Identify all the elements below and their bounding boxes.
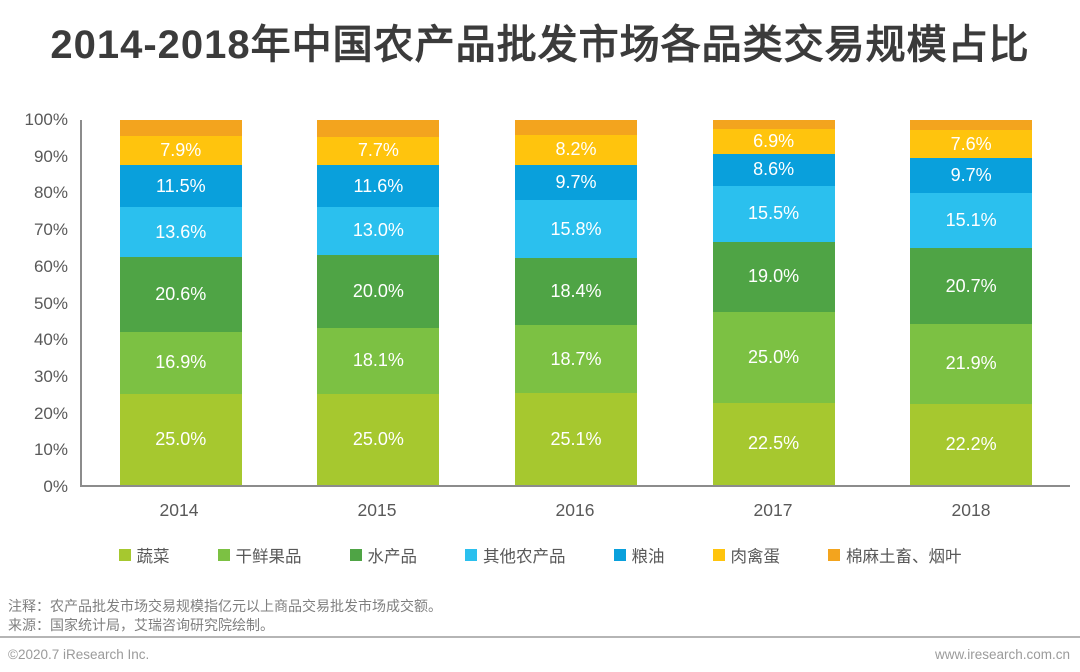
footer-divider bbox=[0, 636, 1080, 638]
legend-item-蔬菜: 蔬菜 bbox=[118, 543, 170, 567]
x-tick-label-2018: 2018 bbox=[951, 500, 991, 520]
legend: 蔬菜 干鲜果品 水产品 其他农产品 粮油 肉禽蛋 棉麻土畜、烟叶 bbox=[0, 543, 1080, 567]
legend-label: 蔬菜 bbox=[136, 548, 170, 566]
y-tick-label: 40% bbox=[33, 330, 68, 350]
x-tick-label-2015: 2015 bbox=[357, 500, 397, 520]
bar-segment-棉麻土畜、烟叶 bbox=[712, 120, 835, 130]
legend-swatch-icon bbox=[828, 549, 840, 561]
y-tick-label: 70% bbox=[33, 220, 68, 240]
bar-segment-棉麻土畜、烟叶 bbox=[317, 120, 440, 137]
bar-segment-蔬菜: 22.2% bbox=[910, 403, 1033, 485]
bar-segment-蔬菜: 25.1% bbox=[514, 393, 637, 485]
y-axis: 0% 10% 20% 30% 40% 50% 60% 70% 80% 90% 100% bbox=[0, 110, 74, 496]
bar-group-2016: 8.2% 9.7% 15.8% 18.4% 18.7% 25.1% bbox=[477, 120, 675, 485]
bar-group-2018: 7.6% 9.7% 15.1% 20.7% 21.9% 22.2% bbox=[872, 120, 1070, 485]
stacked-bar-2018: 7.6% 9.7% 15.1% 20.7% 21.9% 22.2% bbox=[910, 120, 1033, 485]
bar-segment-棉麻土畜、烟叶 bbox=[514, 120, 637, 135]
legend-swatch-icon bbox=[217, 549, 230, 561]
legend-label: 肉禽蛋 bbox=[730, 548, 781, 566]
legend-label: 其他农产品 bbox=[483, 548, 566, 566]
bar-segment-粮油: 9.7% bbox=[514, 164, 637, 201]
legend-swatch-icon bbox=[712, 549, 725, 561]
x-axis-labels: 2014 2015 2016 2017 2018 bbox=[80, 500, 1070, 521]
legend-swatch-icon bbox=[465, 549, 477, 561]
bar-segment-其他农产品: 15.5% bbox=[712, 185, 835, 243]
footnote-definition: 注释：农产品批发市场交易规模指亿元以上商品交易批发市场成交额。 bbox=[8, 598, 442, 614]
y-tick-label: 0% bbox=[43, 477, 68, 496]
bar-segment-肉禽蛋: 6.9% bbox=[712, 129, 835, 155]
legend-label: 棉麻土畜、烟叶 bbox=[846, 548, 962, 566]
legend-item-肉禽蛋: 肉禽蛋 bbox=[712, 543, 781, 567]
bar-segment-肉禽蛋: 8.2% bbox=[514, 134, 637, 165]
legend-swatch-icon bbox=[349, 549, 362, 561]
x-tick-label-2014: 2014 bbox=[159, 500, 199, 520]
bar-segment-肉禽蛋: 7.9% bbox=[119, 136, 242, 166]
footnote-source: 来源：国家统计局，艾瑞咨询研究院绘制。 bbox=[8, 617, 274, 633]
legend-item-棉麻土畜、烟叶: 棉麻土畜、烟叶 bbox=[828, 543, 962, 567]
bar-segment-其他农产品: 13.0% bbox=[317, 207, 440, 255]
footnotes: 注释：农产品批发市场交易规模指亿元以上商品交易批发市场成交额。 来源：国家统计局… bbox=[8, 597, 442, 635]
bar-segment-粮油: 9.7% bbox=[910, 157, 1033, 194]
bar-segment-蔬菜: 25.0% bbox=[119, 393, 242, 485]
y-tick-label: 10% bbox=[33, 440, 68, 460]
bar-group-2017: 6.9% 8.6% 15.5% 19.0% 25.0% 22.5% bbox=[675, 120, 873, 485]
bar-segment-粮油: 11.5% bbox=[119, 165, 242, 208]
bar-segment-其他农产品: 13.6% bbox=[119, 207, 242, 257]
bar-segment-蔬菜: 25.0% bbox=[317, 393, 440, 485]
stacked-bar-2017: 6.9% 8.6% 15.5% 19.0% 25.0% 22.5% bbox=[712, 120, 835, 485]
bar-segment-水产品: 18.4% bbox=[514, 257, 637, 326]
plot-area: 7.9% 11.5% 13.6% 20.6% 16.9% 25.0% 7.7% 11.6% 13… bbox=[80, 120, 1070, 487]
y-tick-label: 90% bbox=[33, 146, 68, 166]
bar-segment-蔬菜: 22.5% bbox=[712, 402, 835, 485]
bar-segment-粮油: 11.6% bbox=[317, 164, 440, 208]
bar-segment-水产品: 20.6% bbox=[119, 256, 242, 333]
bar-segment-干鲜果品: 21.9% bbox=[910, 324, 1033, 404]
bar-segment-粮油: 8.6% bbox=[712, 154, 835, 186]
bar-segment-肉禽蛋: 7.7% bbox=[317, 136, 440, 165]
footer-bar: ©2020.7 iResearch Inc. www.iresearch.com… bbox=[0, 645, 1080, 669]
y-tick-label: 60% bbox=[33, 256, 68, 276]
legend-label: 粮油 bbox=[631, 548, 665, 566]
legend-item-水产品: 水产品 bbox=[349, 543, 418, 567]
bar-segment-干鲜果品: 18.7% bbox=[514, 325, 637, 394]
x-tick-label-2017: 2017 bbox=[753, 500, 793, 520]
y-tick-label: 30% bbox=[33, 366, 68, 386]
bar-segment-棉麻土畜、烟叶 bbox=[119, 120, 242, 137]
y-tick-label: 20% bbox=[33, 403, 68, 423]
legend-item-干鲜果品: 干鲜果品 bbox=[217, 543, 302, 567]
legend-swatch-icon bbox=[118, 549, 131, 561]
bar-segment-干鲜果品: 16.9% bbox=[119, 332, 242, 394]
legend-item-粮油: 粮油 bbox=[613, 543, 665, 567]
bar-segment-肉禽蛋: 7.6% bbox=[910, 130, 1033, 158]
y-tick-label: 50% bbox=[33, 293, 68, 313]
bar-segment-水产品: 19.0% bbox=[712, 242, 835, 312]
legend-label: 干鲜果品 bbox=[235, 548, 302, 566]
legend-swatch-icon bbox=[613, 549, 626, 561]
bar-segment-水产品: 20.0% bbox=[317, 254, 440, 328]
bar-segment-其他农产品: 15.1% bbox=[910, 193, 1033, 249]
legend-label: 水产品 bbox=[367, 548, 418, 566]
bar-group-2015: 7.7% 11.6% 13.0% 20.0% 18.1% 25.0% bbox=[280, 120, 478, 485]
x-tick-label-2016: 2016 bbox=[555, 500, 595, 520]
bar-segment-其他农产品: 15.8% bbox=[514, 200, 637, 258]
stacked-bar-2016: 8.2% 9.7% 15.8% 18.4% 18.7% 25.1% bbox=[514, 120, 637, 485]
copyright-text: ©2020.7 iResearch Inc. bbox=[8, 647, 150, 662]
y-tick-label: 100% bbox=[24, 110, 68, 129]
bar-segment-干鲜果品: 18.1% bbox=[317, 327, 440, 394]
bar-segment-棉麻土畜、烟叶 bbox=[910, 120, 1033, 131]
bar-segment-水产品: 20.7% bbox=[910, 248, 1033, 324]
stacked-bar-2015: 7.7% 11.6% 13.0% 20.0% 18.1% 25.0% bbox=[317, 120, 440, 485]
bar-group-2014: 7.9% 11.5% 13.6% 20.6% 16.9% 25.0% bbox=[82, 120, 280, 485]
bar-segment-干鲜果品: 25.0% bbox=[712, 311, 835, 403]
legend-item-其他农产品: 其他农产品 bbox=[465, 543, 566, 567]
stacked-bar-2014: 7.9% 11.5% 13.6% 20.6% 16.9% 25.0% bbox=[119, 120, 242, 485]
chart-title: 2014-2018年中国农产品批发市场各品类交易规模占比 bbox=[50, 23, 1030, 67]
website-url: www.iresearch.com.cn bbox=[934, 647, 1070, 662]
y-tick-label: 80% bbox=[33, 183, 68, 203]
